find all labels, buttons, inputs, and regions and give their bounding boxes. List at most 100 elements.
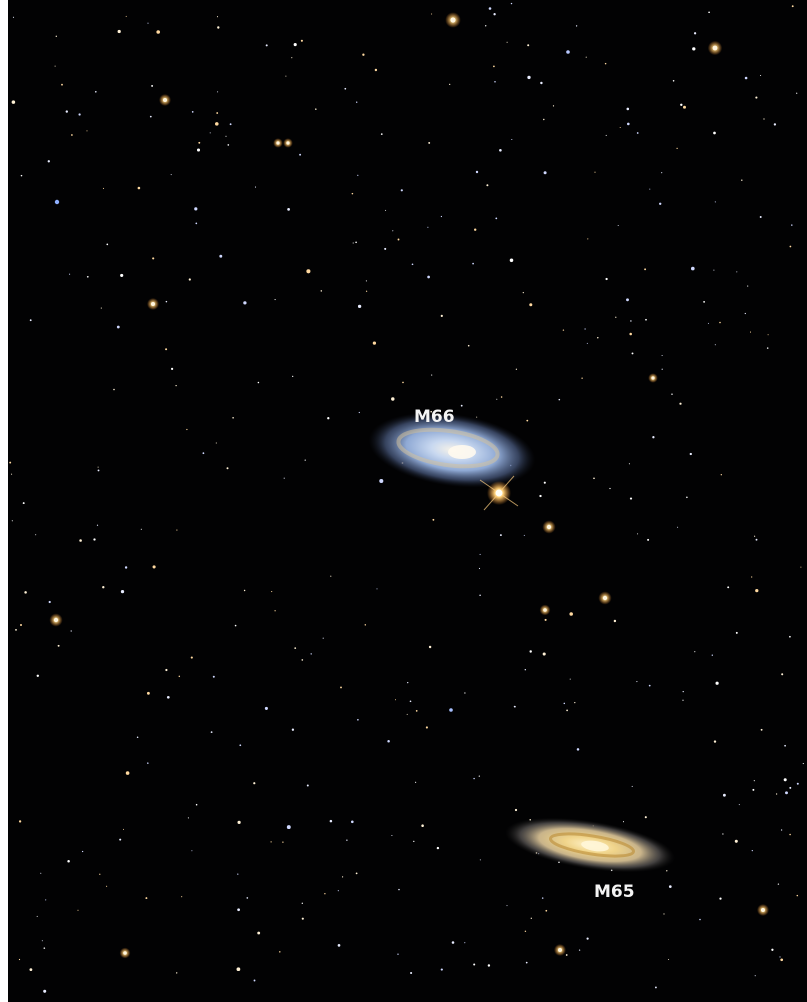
star	[365, 280, 367, 282]
star	[789, 786, 792, 789]
star	[270, 841, 272, 843]
star	[151, 302, 155, 306]
star	[358, 411, 360, 414]
star	[195, 222, 198, 225]
star	[216, 16, 219, 18]
star	[113, 388, 115, 391]
star	[754, 975, 756, 977]
star	[36, 674, 40, 678]
star	[584, 328, 586, 330]
star	[254, 186, 257, 188]
star	[581, 377, 583, 379]
star	[800, 566, 802, 568]
star	[166, 695, 170, 699]
star	[759, 216, 762, 218]
star	[431, 374, 433, 376]
star	[432, 518, 435, 521]
star	[760, 728, 763, 731]
star	[543, 481, 546, 484]
star	[485, 25, 487, 27]
star	[374, 68, 378, 72]
star	[449, 83, 451, 86]
star	[217, 91, 219, 93]
star	[178, 675, 181, 678]
star	[55, 35, 57, 37]
star	[227, 144, 230, 146]
star	[522, 292, 524, 294]
star	[631, 352, 634, 355]
star	[719, 897, 722, 900]
star	[506, 905, 508, 907]
star	[626, 107, 630, 111]
star	[617, 224, 619, 227]
star	[668, 959, 670, 960]
star	[722, 833, 724, 835]
star	[188, 278, 191, 281]
star	[767, 334, 769, 336]
star	[237, 820, 241, 825]
star	[41, 940, 43, 942]
star	[320, 290, 323, 292]
star	[81, 850, 84, 853]
star	[652, 436, 655, 439]
star	[777, 883, 780, 885]
star	[789, 635, 791, 638]
star	[679, 402, 682, 405]
star	[11, 100, 16, 104]
star	[229, 123, 232, 126]
star	[761, 908, 765, 912]
star	[479, 594, 481, 597]
star	[202, 452, 205, 455]
star	[552, 105, 555, 107]
star	[151, 84, 154, 87]
star	[286, 141, 290, 145]
star	[593, 477, 595, 480]
star	[67, 860, 70, 863]
star	[415, 781, 417, 783]
star	[682, 690, 684, 693]
star	[783, 778, 787, 782]
star	[194, 207, 198, 211]
star	[543, 171, 547, 175]
star	[586, 342, 588, 344]
star	[40, 872, 42, 874]
star	[20, 624, 22, 626]
star	[350, 820, 354, 824]
star	[499, 534, 502, 537]
star	[514, 808, 518, 812]
star	[43, 989, 47, 993]
star	[613, 619, 617, 623]
star	[330, 575, 332, 577]
star	[181, 896, 183, 898]
star	[48, 600, 51, 604]
star	[24, 591, 27, 594]
star	[400, 189, 403, 192]
star	[190, 656, 193, 659]
star	[760, 74, 762, 77]
star	[191, 850, 193, 852]
star	[711, 654, 713, 656]
star	[604, 62, 607, 65]
star	[86, 275, 89, 278]
star	[54, 199, 60, 205]
star	[749, 331, 752, 333]
star	[460, 404, 463, 407]
star	[586, 937, 589, 940]
star	[351, 192, 354, 195]
star	[147, 762, 149, 764]
star	[106, 885, 108, 887]
star	[147, 22, 149, 24]
star	[293, 43, 297, 47]
star	[565, 954, 568, 956]
star	[451, 941, 455, 944]
star	[362, 53, 365, 56]
star	[566, 50, 570, 54]
star	[300, 39, 303, 42]
star	[246, 897, 249, 899]
star	[170, 367, 174, 371]
star	[771, 948, 774, 951]
star	[421, 824, 424, 827]
star	[543, 118, 545, 121]
star	[495, 217, 498, 220]
star	[647, 538, 650, 541]
